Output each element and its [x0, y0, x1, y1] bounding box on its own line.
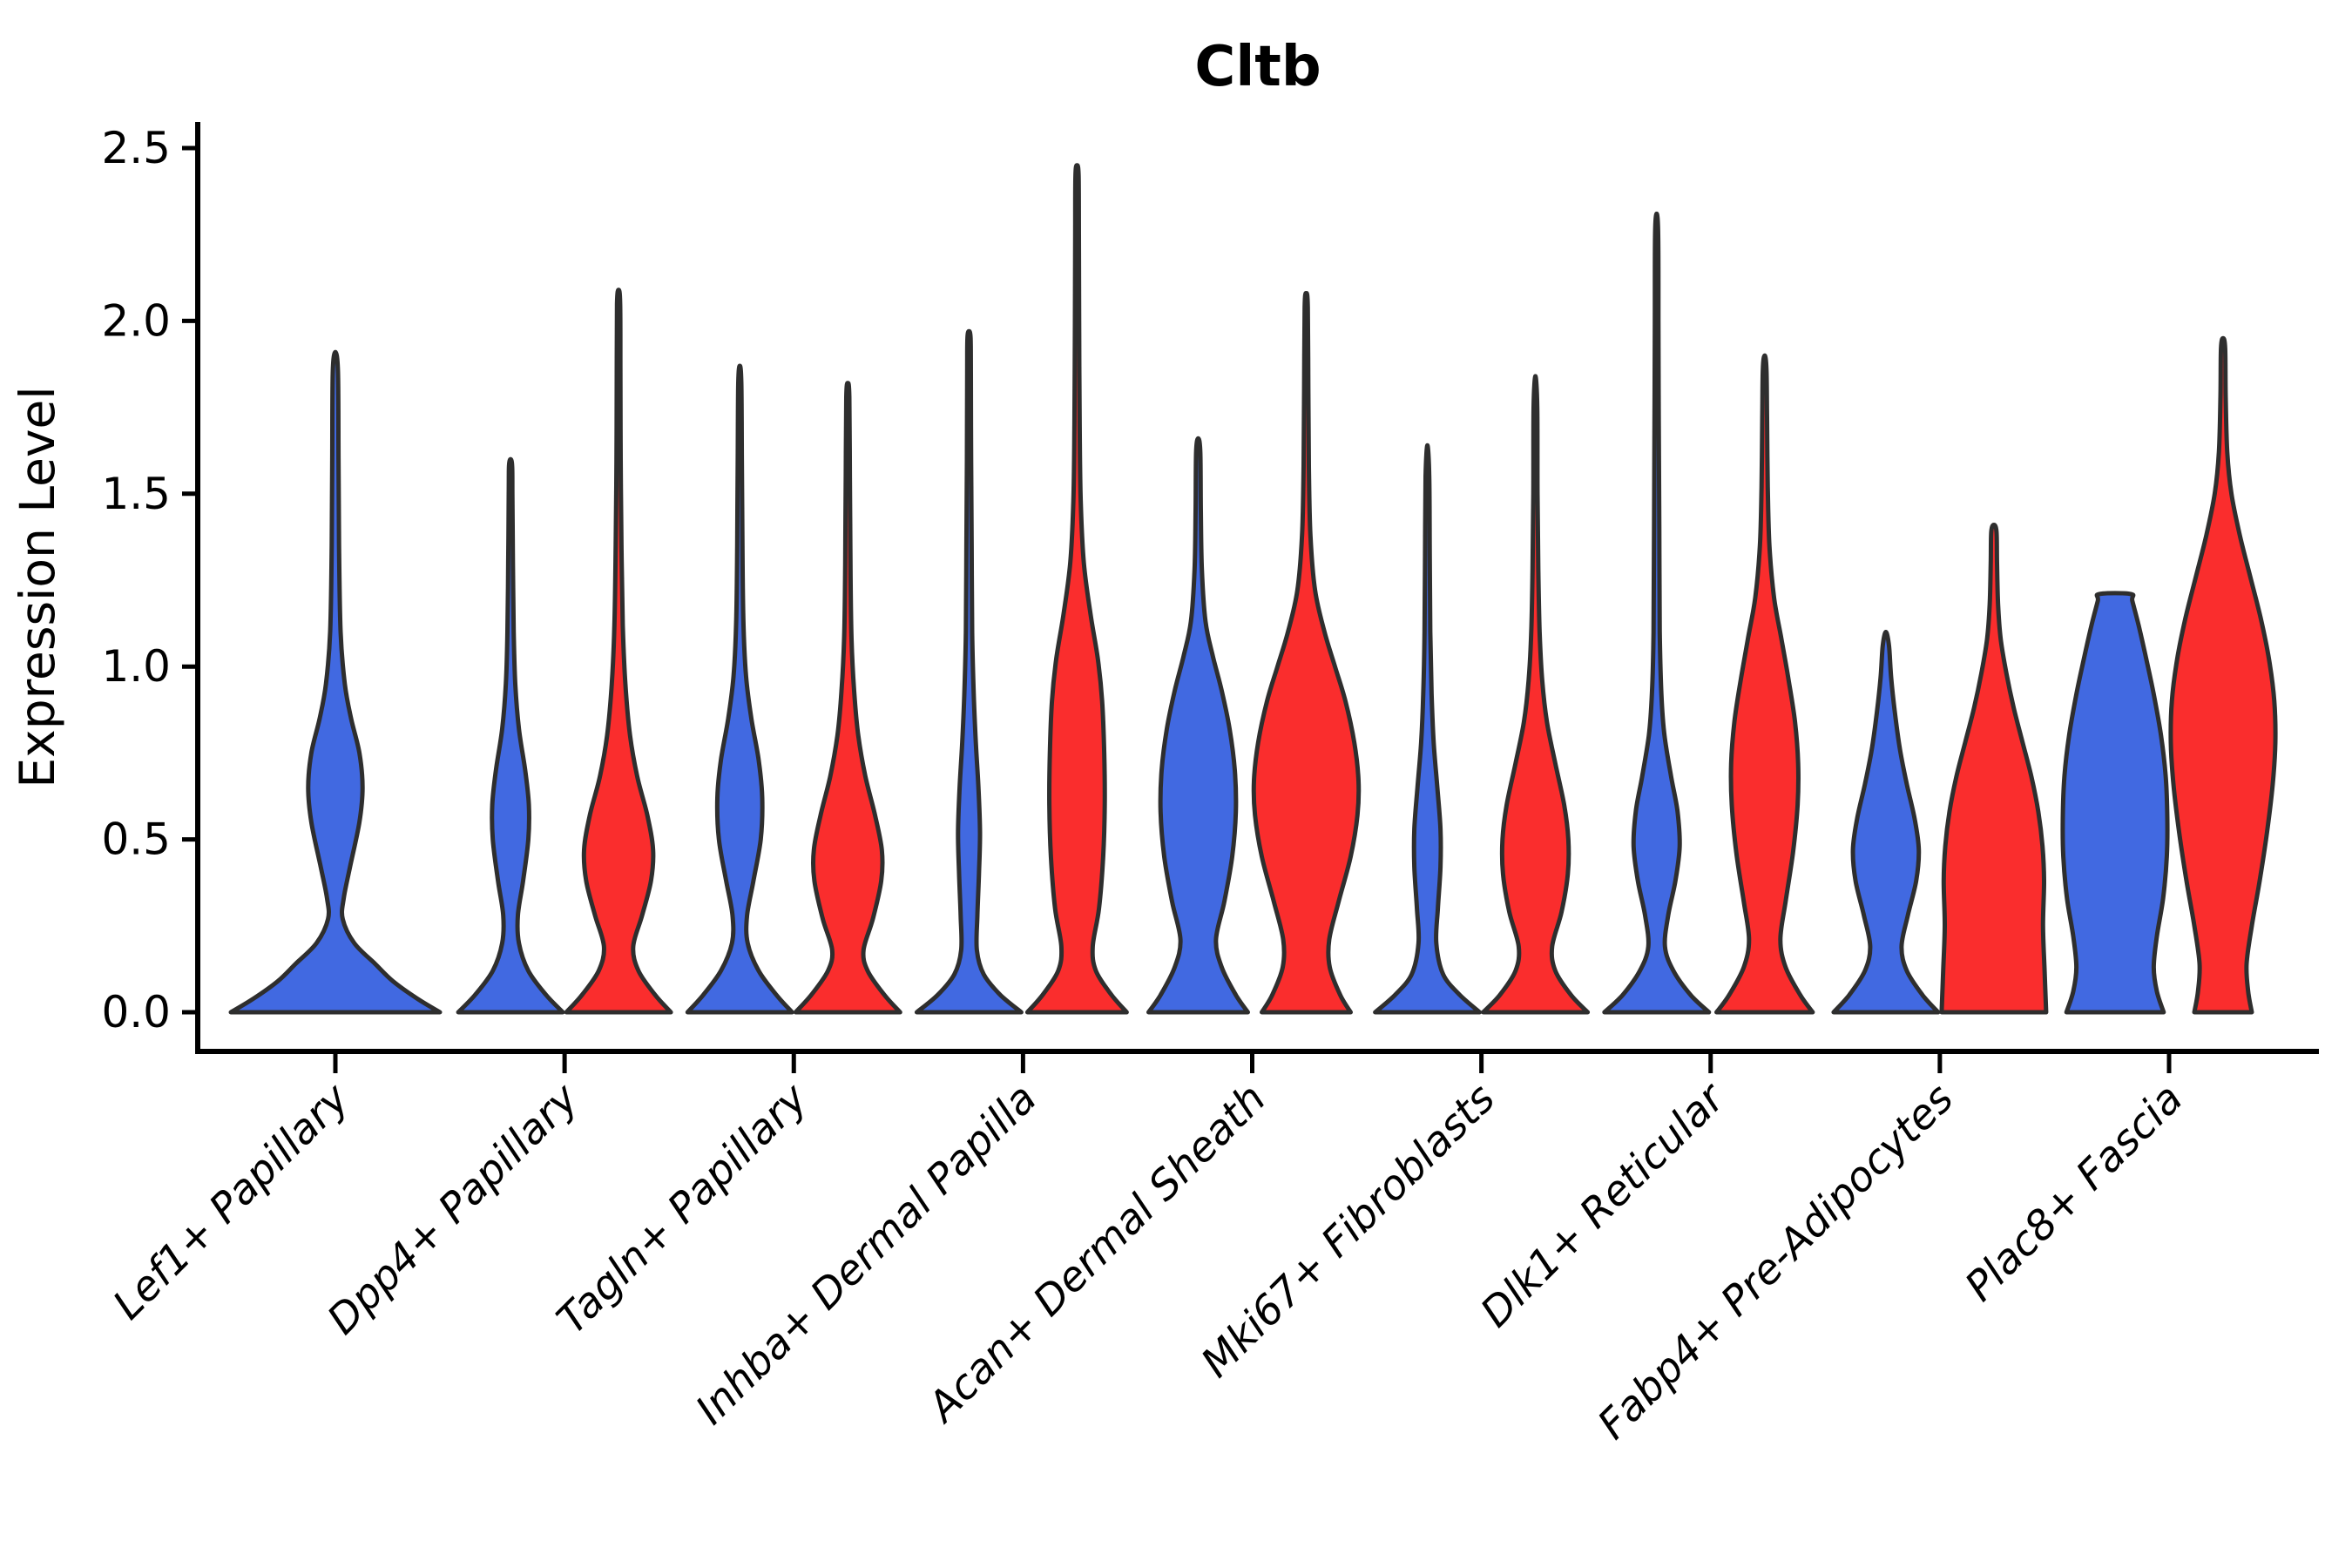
violin-blue-acan-dermal-sheath — [1146, 436, 1250, 1015]
violin-blue-inhba-dermal-papilla — [914, 328, 1024, 1015]
chart-title: Cltb — [1194, 35, 1321, 99]
y-tick-label: 1.0 — [101, 641, 171, 692]
x-tick-label: Lef1+ Papillary — [104, 1074, 359, 1329]
y-axis-label: Expression Level — [10, 386, 65, 787]
y-tick-label: 0.0 — [101, 987, 171, 1037]
violin-red-dpp4-papillary — [564, 287, 673, 1015]
violin-red-fabp4-pre-adipocytes — [1939, 523, 2049, 1015]
violin-blue-tagln-papillary — [685, 363, 794, 1015]
y-tick-label: 0.5 — [101, 814, 171, 865]
y-tick-label: 1.5 — [101, 469, 171, 519]
violin-red-tagln-papillary — [793, 381, 902, 1015]
y-ticks-layer: 0.0 0.5 1.0 1.5 2.0 2.5 — [101, 123, 198, 1037]
x-tick-label: Tagln+ Papillary — [548, 1074, 818, 1344]
violin-blue-plac8-fascia — [2060, 591, 2170, 1015]
violin-blue-mki67-fibroblasts — [1373, 443, 1483, 1015]
x-tick-label: Dpp4+ Papillary — [318, 1074, 588, 1344]
x-tick-label: Plac8+ Fascia — [1956, 1075, 2192, 1311]
violin-blue-fabp4-pre-adipocytes — [1831, 630, 1941, 1015]
violin-red-inhba-dermal-papilla — [1024, 163, 1129, 1015]
violin-red-acan-dermal-sheath — [1251, 291, 1362, 1015]
violins-layer — [228, 163, 2278, 1015]
violin-red-dlk1-reticular — [1714, 353, 1815, 1015]
violin-red-plac8-fascia — [2168, 335, 2278, 1015]
y-tick-label: 2.0 — [101, 295, 171, 346]
x-tick-label: Dlk1+ Reticular — [1471, 1073, 1735, 1337]
violin-red-mki67-fibroblasts — [1481, 374, 1591, 1015]
violin-blue-dpp4-papillary — [456, 456, 565, 1015]
violin-blue-lef1-papillary — [228, 349, 443, 1015]
y-tick-label: 2.5 — [101, 123, 171, 173]
violin-blue-dlk1-reticular — [1602, 211, 1712, 1015]
